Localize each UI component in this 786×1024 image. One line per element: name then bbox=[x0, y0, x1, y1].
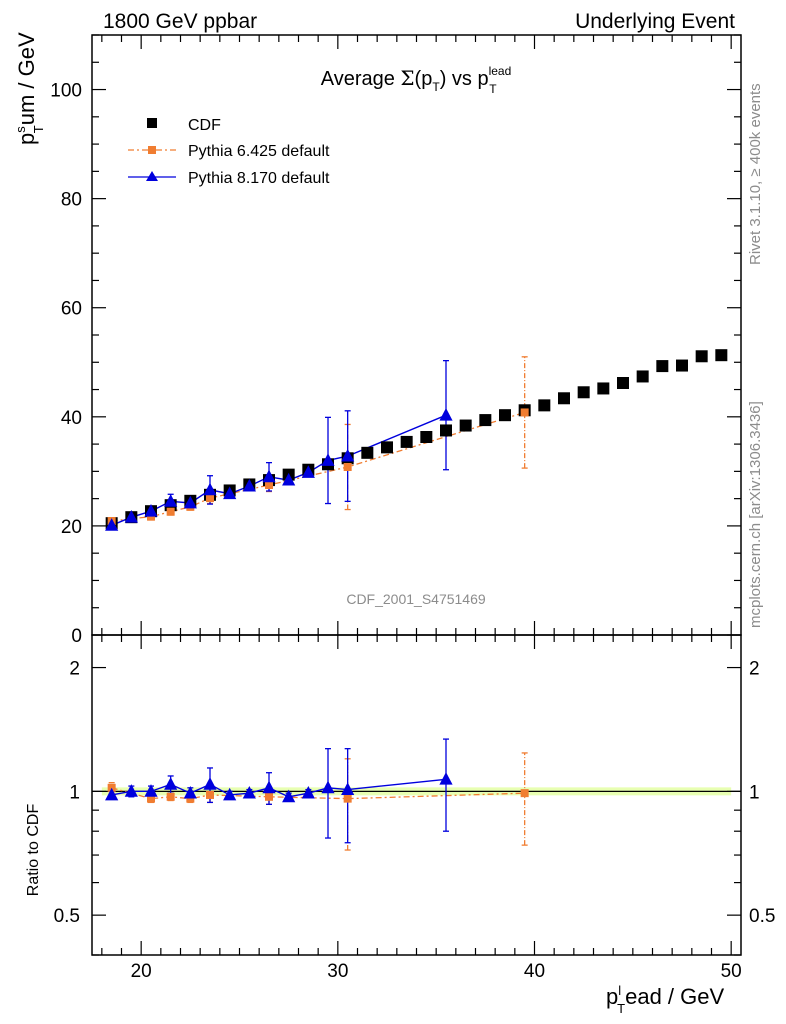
ratio-point-pythia6 bbox=[265, 792, 273, 801]
ratio-point-pythia6 bbox=[166, 792, 175, 801]
ratio-point-pythia8 bbox=[242, 785, 256, 799]
series-line-pythia8 bbox=[111, 414, 447, 527]
ratio-ylabel: Ratio to CDF bbox=[25, 804, 42, 897]
ratio-point-pythia8 bbox=[144, 784, 158, 797]
ratio-y-tick-label-right: 2 bbox=[749, 659, 760, 680]
main-title: Average Σ(pT) vs plead T bbox=[321, 64, 512, 96]
x-tick-label: 50 bbox=[721, 961, 742, 982]
axis-ticks: 20 30 40 50 0 20 40 60 80 100 0.5 0.5 1 1 2 2 bbox=[50, 34, 775, 982]
x-axis-label: pl Tead / GeV bbox=[606, 983, 724, 1016]
point-cdf bbox=[617, 377, 629, 389]
ratio-point-pythia8 bbox=[439, 772, 453, 785]
main-ylabel: ps Tum / GeV bbox=[13, 32, 46, 145]
legend-label-cdf: CDF bbox=[188, 117, 221, 134]
point-cdf bbox=[459, 419, 472, 432]
point-cdf bbox=[597, 382, 610, 395]
point-pythia8 bbox=[439, 407, 453, 421]
point-pythia6 bbox=[265, 481, 273, 489]
ratio-point-pythia6 bbox=[520, 789, 529, 798]
point-pythia8 bbox=[301, 465, 315, 478]
point-pythia8 bbox=[341, 448, 355, 462]
analysis-id: CDF_2001_S4751469 bbox=[346, 591, 486, 607]
ratio-point-pythia6 bbox=[206, 790, 214, 799]
point-cdf bbox=[715, 349, 728, 362]
point-pythia8 bbox=[105, 518, 119, 531]
legend-marker-pythia8 bbox=[146, 171, 158, 181]
ratio-point-pythia6 bbox=[147, 794, 155, 803]
point-cdf bbox=[400, 435, 413, 448]
ratio-point-pythia8 bbox=[321, 780, 335, 794]
ratio-point-pythia8 bbox=[341, 782, 355, 795]
ratio-point-pythia8 bbox=[164, 777, 178, 790]
point-pythia8 bbox=[164, 494, 178, 507]
legend-marker-pythia6 bbox=[148, 146, 156, 154]
legend-marker-cdf bbox=[147, 118, 157, 128]
ratio-y-tick-label: 0.5 bbox=[54, 906, 80, 927]
legend: CDF Pythia 6.425 default Pythia 8.170 de… bbox=[128, 117, 330, 187]
point-pythia8 bbox=[242, 478, 256, 492]
point-cdf bbox=[695, 350, 708, 363]
point-cdf bbox=[361, 446, 374, 459]
ratio-point-pythia8 bbox=[282, 789, 296, 803]
x-tick-label: 20 bbox=[131, 961, 152, 982]
point-pythia8 bbox=[223, 486, 237, 500]
ratio-point-pythia8 bbox=[203, 777, 217, 790]
header-right: Underlying Event bbox=[575, 10, 735, 33]
point-pythia8 bbox=[282, 472, 296, 486]
point-pythia8 bbox=[183, 495, 197, 509]
point-cdf bbox=[440, 424, 452, 437]
legend-label-pythia6: Pythia 6.425 default bbox=[188, 143, 330, 160]
header-left: 1800 GeV ppbar bbox=[103, 10, 257, 33]
point-cdf bbox=[676, 359, 688, 372]
ratio-y-tick-label: 1 bbox=[69, 782, 80, 803]
point-pythia6 bbox=[520, 408, 529, 417]
ratio-point-pythia8 bbox=[301, 785, 315, 799]
point-pythia6 bbox=[343, 463, 352, 471]
point-pythia8 bbox=[262, 469, 276, 483]
point-cdf bbox=[577, 386, 590, 399]
ratio-panel-data bbox=[92, 738, 741, 851]
ratio-point-pythia8 bbox=[183, 785, 197, 799]
point-cdf bbox=[479, 414, 492, 427]
point-cdf bbox=[381, 441, 393, 454]
mcplots-note: mcplots.cern.ch [arXiv:1306.3436] bbox=[747, 401, 764, 628]
main-panel-data bbox=[105, 349, 728, 531]
ratio-point-pythia8 bbox=[124, 784, 138, 797]
x-tick-label: 40 bbox=[524, 961, 545, 982]
point-pythia6 bbox=[206, 494, 214, 503]
rivet-note: Rivet 3.1.10, ≥ 400k events bbox=[747, 83, 764, 265]
y-tick-label: 20 bbox=[61, 517, 82, 538]
point-cdf bbox=[420, 431, 433, 443]
point-pythia8 bbox=[124, 509, 138, 523]
y-tick-label: 40 bbox=[61, 408, 82, 429]
ratio-y-tick-label: 2 bbox=[69, 659, 80, 680]
ratio-point-pythia6 bbox=[186, 794, 195, 803]
y-tick-label: 80 bbox=[61, 190, 82, 211]
y-tick-label: 60 bbox=[61, 299, 82, 320]
ratio-y-tick-label-right: 0.5 bbox=[749, 906, 775, 927]
y-tick-label: 100 bbox=[50, 81, 82, 102]
point-pythia6 bbox=[147, 512, 155, 521]
point-cdf bbox=[636, 370, 649, 383]
ratio-point-pythia8 bbox=[105, 787, 119, 801]
point-pythia8 bbox=[321, 453, 335, 466]
legend-label-pythia8: Pythia 8.170 default bbox=[188, 170, 330, 187]
point-cdf bbox=[499, 409, 511, 422]
ratio-point-pythia6 bbox=[343, 794, 352, 803]
x-tick-label: 30 bbox=[327, 961, 348, 982]
ratio-point-pythia8 bbox=[223, 787, 237, 801]
y-tick-label: 0 bbox=[71, 626, 82, 647]
point-pythia6 bbox=[166, 507, 175, 516]
point-cdf bbox=[558, 392, 570, 405]
ratio-point-pythia8 bbox=[262, 780, 276, 794]
ratio-y-tick-label-right: 1 bbox=[749, 782, 760, 803]
point-cdf bbox=[656, 360, 669, 373]
point-cdf bbox=[538, 399, 551, 412]
point-pythia8 bbox=[203, 482, 217, 496]
point-pythia8 bbox=[144, 503, 158, 517]
